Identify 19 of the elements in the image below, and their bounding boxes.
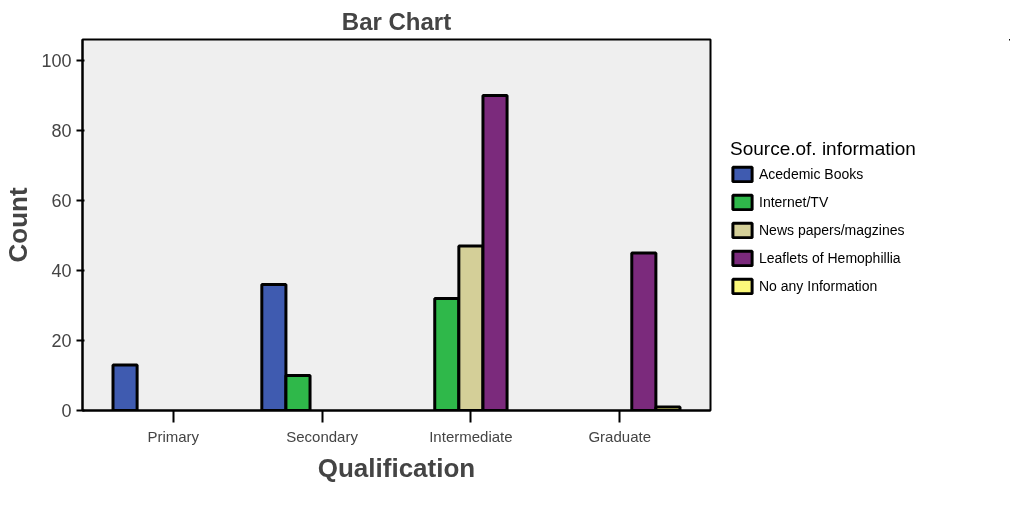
legend-label: No any Information <box>759 278 878 294</box>
y-axis-title: Count <box>3 187 34 263</box>
y-tick-label: 40 <box>51 261 72 281</box>
x-tick-label: Secondary <box>286 427 359 445</box>
y-tick-label: 100 <box>41 51 72 71</box>
x-tick-label: Intermediate <box>429 427 513 445</box>
y-tick-label: 20 <box>51 331 72 351</box>
legend-label: Internet/TV <box>759 194 829 210</box>
x-tick-label: Graduate <box>588 427 651 445</box>
legend-title: Source.of. information <box>730 138 916 160</box>
y-tick-label: 80 <box>51 121 72 141</box>
legend-label: Acedemic Books <box>759 166 864 182</box>
y-tick-label: 60 <box>51 191 72 211</box>
x-axis-title: Qualification <box>317 452 476 483</box>
x-tick-label: Primary <box>147 427 200 445</box>
chart-title: Bar Chart <box>341 7 452 35</box>
legend-label: News papers/magzines <box>759 222 905 238</box>
y-tick-label: 0 <box>61 401 72 421</box>
legend-label: Leaflets of Hemophillia <box>759 250 901 266</box>
